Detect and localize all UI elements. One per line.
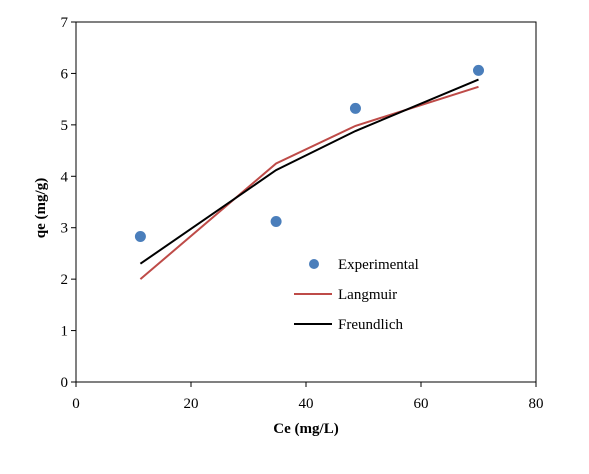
legend-freundlich-label: Freundlich: [338, 317, 403, 333]
x-tick-label: 40: [299, 396, 314, 412]
experimental-point: [270, 216, 282, 228]
x-axis-title: Ce (mg/L): [273, 421, 338, 437]
y-tick-label: 2: [61, 272, 69, 288]
legend-experimental-label: Experimental: [338, 257, 419, 273]
x-tick-label: 20: [184, 396, 199, 412]
freundlich-line: [139, 78, 479, 265]
legend: Experimental Langmuir Freundlich: [294, 257, 419, 333]
y-tick-label: 5: [61, 118, 69, 134]
y-axis-title: qe (mg/g): [33, 178, 49, 238]
x-tick-label: 0: [72, 396, 80, 412]
experimental-point: [473, 64, 484, 76]
series-layer: [134, 64, 484, 280]
y-tick-label: 0: [61, 375, 69, 391]
legend-langmuir-label: Langmuir: [338, 287, 397, 303]
y-tick-label: 1: [61, 324, 69, 340]
langmuir-line: [139, 85, 479, 280]
y-tick-label: 4: [61, 169, 69, 185]
x-tick-label: 60: [414, 396, 429, 412]
y-tick-label: 7: [61, 15, 69, 31]
x-tick-label: 80: [529, 396, 544, 412]
y-tick-label: 6: [61, 66, 69, 82]
y-axis-ticks: 0 1 2 3 4 5 6 7: [61, 15, 76, 391]
plot-frame: [75, 21, 537, 383]
legend-experimental-marker: [309, 259, 319, 269]
x-axis-ticks: 0 20 40 60 80: [72, 382, 544, 412]
experimental-point: [134, 230, 146, 242]
experimental-point: [349, 102, 361, 114]
y-tick-label: 3: [61, 221, 69, 237]
